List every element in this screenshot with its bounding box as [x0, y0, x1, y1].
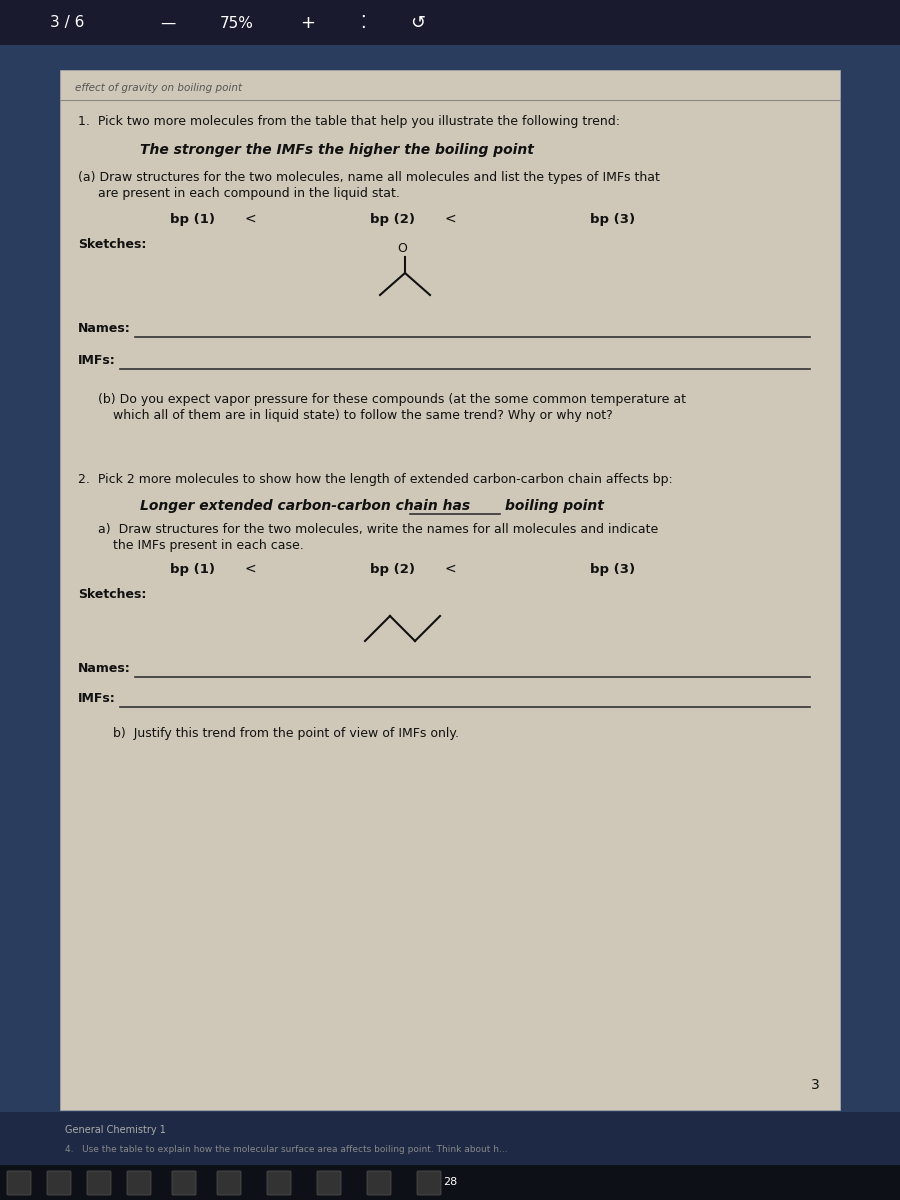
- Text: 4.   Use the table to explain how the molecular surface area affects boiling poi: 4. Use the table to explain how the mole…: [65, 1146, 508, 1154]
- Text: are present in each compound in the liquid stat.: are present in each compound in the liqu…: [98, 187, 400, 200]
- Text: bp (2): bp (2): [370, 212, 415, 226]
- Text: 3: 3: [811, 1078, 820, 1092]
- Text: <: <: [445, 562, 456, 576]
- FancyBboxPatch shape: [87, 1171, 111, 1195]
- FancyBboxPatch shape: [417, 1171, 441, 1195]
- Text: Sketches:: Sketches:: [78, 588, 147, 600]
- FancyBboxPatch shape: [172, 1171, 196, 1195]
- Text: ↺: ↺: [410, 14, 425, 32]
- FancyBboxPatch shape: [267, 1171, 291, 1195]
- Text: 75%: 75%: [220, 16, 254, 30]
- Text: Longer extended carbon-carbon chain has: Longer extended carbon-carbon chain has: [140, 499, 470, 514]
- Text: (a) Draw structures for the two molecules, name all molecules and list the types: (a) Draw structures for the two molecule…: [78, 172, 660, 185]
- FancyBboxPatch shape: [367, 1171, 391, 1195]
- FancyBboxPatch shape: [317, 1171, 341, 1195]
- Text: 1.  Pick two more molecules from the table that help you illustrate the followin: 1. Pick two more molecules from the tabl…: [78, 115, 620, 128]
- Text: a)  Draw structures for the two molecules, write the names for all molecules and: a) Draw structures for the two molecules…: [98, 523, 658, 536]
- Text: b)  Justify this trend from the point of view of IMFs only.: b) Justify this trend from the point of …: [113, 727, 459, 740]
- Text: boiling point: boiling point: [505, 499, 604, 514]
- FancyBboxPatch shape: [127, 1171, 151, 1195]
- Text: O: O: [397, 242, 407, 256]
- Text: 3 / 6: 3 / 6: [50, 16, 85, 30]
- Text: effect of gravity on boiling point: effect of gravity on boiling point: [75, 83, 242, 92]
- Text: the IMFs present in each case.: the IMFs present in each case.: [113, 540, 304, 552]
- Text: <: <: [445, 212, 456, 226]
- Text: The stronger the IMFs the higher the boiling point: The stronger the IMFs the higher the boi…: [140, 143, 534, 157]
- Text: bp (3): bp (3): [590, 563, 635, 576]
- Text: IMFs:: IMFs:: [78, 354, 116, 367]
- Text: bp (3): bp (3): [590, 212, 635, 226]
- Text: bp (1): bp (1): [170, 563, 215, 576]
- Text: —: —: [160, 16, 176, 30]
- Text: <: <: [245, 562, 256, 576]
- Text: IMFs:: IMFs:: [78, 692, 116, 706]
- FancyBboxPatch shape: [7, 1171, 31, 1195]
- Text: Sketches:: Sketches:: [78, 238, 147, 251]
- Text: bp (2): bp (2): [370, 563, 415, 576]
- Text: General Chemistry 1: General Chemistry 1: [65, 1126, 166, 1135]
- FancyBboxPatch shape: [0, 0, 900, 44]
- Text: (b) Do you expect vapor pressure for these compounds (at the some common tempera: (b) Do you expect vapor pressure for the…: [98, 392, 686, 406]
- Text: Names:: Names:: [78, 662, 130, 676]
- Text: <: <: [245, 212, 256, 226]
- Text: 2.  Pick 2 more molecules to show how the length of extended carbon-carbon chain: 2. Pick 2 more molecules to show how the…: [78, 474, 673, 486]
- FancyBboxPatch shape: [60, 70, 840, 1110]
- FancyBboxPatch shape: [0, 1165, 900, 1200]
- FancyBboxPatch shape: [0, 1112, 900, 1200]
- FancyBboxPatch shape: [47, 1171, 71, 1195]
- Text: ⁚: ⁚: [360, 14, 365, 32]
- Text: Names:: Names:: [78, 323, 130, 336]
- Text: bp (1): bp (1): [170, 212, 215, 226]
- FancyBboxPatch shape: [217, 1171, 241, 1195]
- Text: +: +: [300, 14, 315, 32]
- Text: which all of them are in liquid state) to follow the same trend? Why or why not?: which all of them are in liquid state) t…: [113, 408, 613, 421]
- Text: 28: 28: [443, 1177, 457, 1187]
